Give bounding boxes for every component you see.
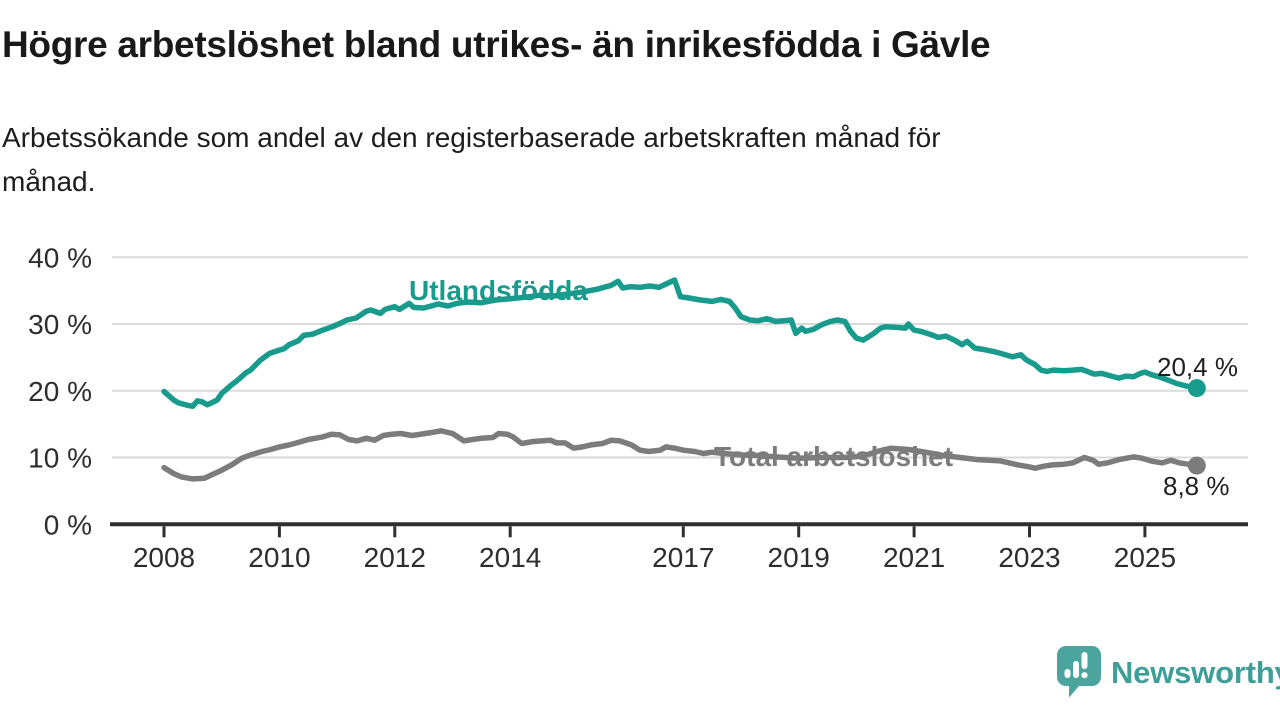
series-end-dot-utlandsfodda <box>1187 379 1206 398</box>
series-label-total-arbetsloshet: Total arbetslöshet <box>714 441 954 472</box>
x-tick-label: 2017 <box>652 542 714 573</box>
end-value-label-utlandsfodda: 20,4 % <box>1157 352 1238 382</box>
y-tick-label: 30 % <box>28 309 92 340</box>
x-tick-label: 2019 <box>768 542 830 573</box>
x-tick-label: 2021 <box>883 542 945 573</box>
newsworthy-logo-icon <box>1057 646 1101 698</box>
series-line-total-arbetsloshet <box>161 428 1200 482</box>
chart-subtitle-line1: Arbetssökande som andel av den registerb… <box>2 122 941 153</box>
end-value-label-total-arbetsloshet: 8,8 % <box>1163 471 1230 501</box>
newsworthy-wordmark: Newsworthy <box>1111 655 1280 690</box>
x-tick-label: 2025 <box>1114 542 1176 573</box>
newsworthy-logo: Newsworthy <box>1057 646 1280 700</box>
series-line-utlandsfodda <box>161 277 1200 409</box>
x-tick-label: 2023 <box>998 542 1060 573</box>
y-tick-label: 0 % <box>44 509 92 540</box>
chart-subtitle: Arbetssökande som andel av den registerb… <box>2 116 941 204</box>
x-tick-label: 2008 <box>133 542 195 573</box>
series-end-dot-total-arbetsloshet <box>1187 456 1206 475</box>
y-tick-label: 10 % <box>28 443 92 474</box>
chart-subtitle-line2: månad. <box>2 166 96 197</box>
x-tick-label: 2010 <box>248 542 310 573</box>
x-tick-label: 2012 <box>364 542 426 573</box>
series-label-utlandsfodda: Utlandsfödda <box>409 275 588 306</box>
chart-title: Högre arbetslöshet bland utrikes- än inr… <box>2 24 991 65</box>
x-tick-label: 2014 <box>479 542 541 573</box>
y-tick-label: 20 % <box>28 376 92 407</box>
y-tick-label: 40 % <box>28 242 92 273</box>
